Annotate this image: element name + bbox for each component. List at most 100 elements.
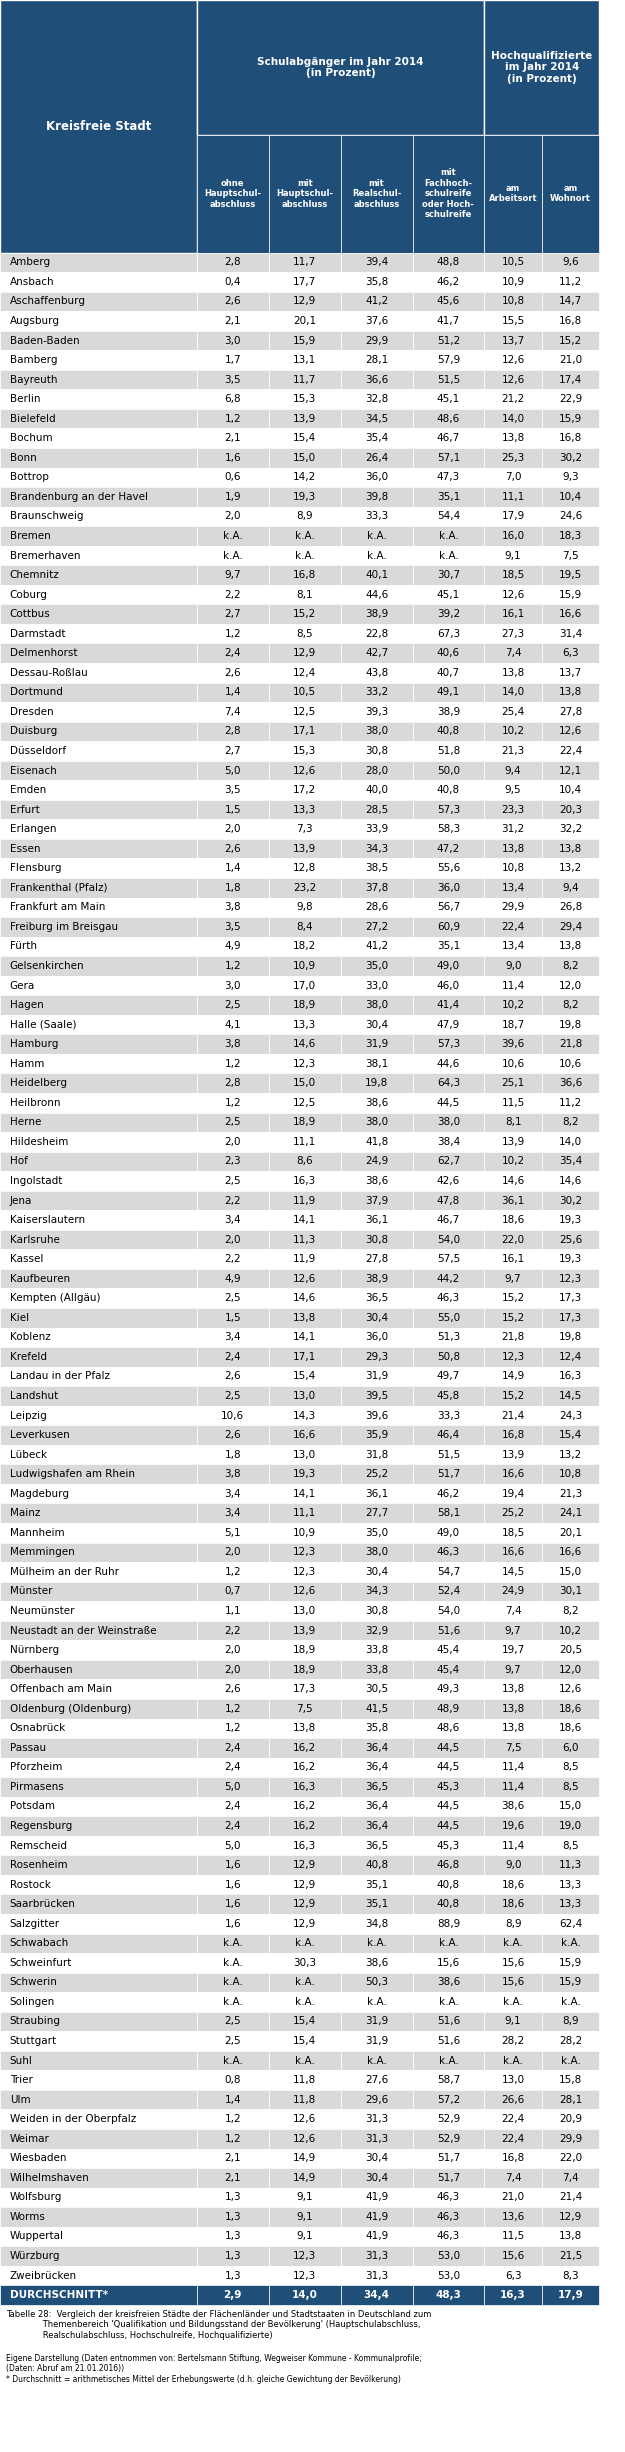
Bar <box>0 1035 197 1054</box>
Text: 5,1: 5,1 <box>224 1528 241 1537</box>
Text: 2,0: 2,0 <box>224 1236 241 1246</box>
Bar <box>197 897 269 917</box>
Bar <box>269 937 341 956</box>
Text: 15,9: 15,9 <box>559 1957 582 1969</box>
Text: 8,5: 8,5 <box>562 1841 579 1851</box>
Text: 45,3: 45,3 <box>437 1783 460 1792</box>
Bar <box>412 1503 484 1523</box>
Text: mit
Hauptschul-
abschluss: mit Hauptschul- abschluss <box>276 179 333 208</box>
Text: 48,6: 48,6 <box>437 414 460 424</box>
Text: 13,8: 13,8 <box>559 843 582 853</box>
Text: 34,3: 34,3 <box>365 1586 388 1596</box>
Bar <box>341 508 412 527</box>
Text: 40,6: 40,6 <box>437 647 460 657</box>
Text: 51,7: 51,7 <box>437 2172 460 2182</box>
Text: k.A.: k.A. <box>561 2055 581 2065</box>
Text: 34,5: 34,5 <box>365 414 388 424</box>
Bar <box>542 1758 599 1778</box>
Text: 16,6: 16,6 <box>293 1430 316 1439</box>
Bar <box>341 721 412 741</box>
Bar <box>197 468 269 488</box>
Text: 36,4: 36,4 <box>365 1802 388 1812</box>
Text: 12,1: 12,1 <box>559 765 582 775</box>
Text: Leipzig: Leipzig <box>10 1410 47 1420</box>
Bar <box>542 642 599 662</box>
Text: 46,3: 46,3 <box>437 1292 460 1304</box>
Text: 11,8: 11,8 <box>293 2074 316 2084</box>
Text: Neumünster: Neumünster <box>10 1606 74 1616</box>
Text: Bamberg: Bamberg <box>10 356 58 365</box>
Bar <box>542 2266 599 2285</box>
Bar <box>412 1346 484 1366</box>
Bar <box>269 1035 341 1054</box>
Text: 29,4: 29,4 <box>559 922 582 932</box>
Bar <box>197 780 269 799</box>
Text: 13,2: 13,2 <box>559 863 582 873</box>
Text: Hamm: Hamm <box>10 1059 44 1069</box>
Bar <box>542 1464 599 1483</box>
Bar <box>542 819 599 839</box>
Text: 13,3: 13,3 <box>559 1900 582 1910</box>
Bar <box>542 956 599 976</box>
Bar <box>341 2187 412 2207</box>
Bar <box>412 701 484 721</box>
Text: 36,0: 36,0 <box>437 883 460 893</box>
Bar <box>412 976 484 996</box>
Text: 51,6: 51,6 <box>437 1626 460 1635</box>
Bar <box>269 1758 341 1778</box>
Text: 2,5: 2,5 <box>224 1292 241 1304</box>
Bar <box>197 351 269 370</box>
Text: Mülheim an der Ruhr: Mülheim an der Ruhr <box>10 1567 119 1577</box>
Text: Gelsenkirchen: Gelsenkirchen <box>10 961 84 971</box>
Text: k.A.: k.A. <box>367 532 386 542</box>
Text: 51,2: 51,2 <box>437 336 460 346</box>
Text: 13,1: 13,1 <box>293 356 316 365</box>
Bar <box>269 1287 341 1307</box>
Bar <box>269 1074 341 1094</box>
Bar <box>269 956 341 976</box>
Bar <box>197 878 269 897</box>
Bar <box>412 741 484 760</box>
Bar <box>412 721 484 741</box>
Text: mit
Realschul-
abschluss: mit Realschul- abschluss <box>352 179 401 208</box>
Text: 30,4: 30,4 <box>365 1020 388 1030</box>
Text: Koblenz: Koblenz <box>10 1331 51 1341</box>
Text: 33,2: 33,2 <box>365 687 388 696</box>
Bar <box>484 135 542 253</box>
Bar <box>341 1640 412 1660</box>
Bar <box>484 917 542 937</box>
Text: 13,3: 13,3 <box>293 804 316 814</box>
Text: 8,2: 8,2 <box>562 1606 579 1616</box>
Text: 21,0: 21,0 <box>501 2192 525 2202</box>
Text: Magdeburg: Magdeburg <box>10 1488 69 1498</box>
Text: Solingen: Solingen <box>10 1996 55 2006</box>
Bar <box>197 1680 269 1699</box>
Text: 7,4: 7,4 <box>224 706 241 716</box>
Text: 43,8: 43,8 <box>365 667 388 677</box>
Bar <box>269 2285 341 2305</box>
Bar <box>412 292 484 311</box>
Text: 12,5: 12,5 <box>293 1098 316 1108</box>
Text: 45,4: 45,4 <box>437 1665 460 1675</box>
Bar <box>341 1876 412 1895</box>
Bar <box>341 1270 412 1287</box>
Bar <box>542 2128 599 2148</box>
Bar <box>542 370 599 390</box>
Text: 2,6: 2,6 <box>224 297 241 306</box>
Text: 57,9: 57,9 <box>437 356 460 365</box>
Bar <box>484 1035 542 1054</box>
Text: 35,4: 35,4 <box>559 1157 582 1167</box>
Text: 10,6: 10,6 <box>559 1059 582 1069</box>
Text: 2,8: 2,8 <box>224 726 241 736</box>
Bar <box>197 370 269 390</box>
Bar <box>197 2109 269 2128</box>
Text: 11,9: 11,9 <box>293 1253 316 1265</box>
Text: 23,3: 23,3 <box>501 804 525 814</box>
Text: 1,8: 1,8 <box>224 1449 241 1459</box>
Bar <box>542 1094 599 1113</box>
Bar <box>484 1915 542 1935</box>
Text: 21,8: 21,8 <box>559 1040 582 1049</box>
Text: 16,0: 16,0 <box>501 532 525 542</box>
Bar <box>197 839 269 858</box>
Text: Frankfurt am Main: Frankfurt am Main <box>10 902 105 912</box>
